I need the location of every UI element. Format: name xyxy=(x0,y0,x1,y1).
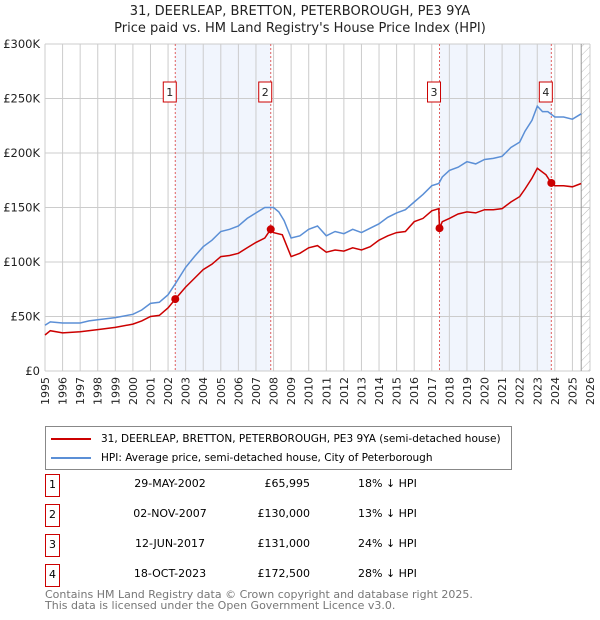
x-tick-label: 2022 xyxy=(514,377,527,405)
x-tick-label: 1995 xyxy=(39,377,52,405)
x-tick-label: 2023 xyxy=(531,377,544,405)
sale-price: £131,000 xyxy=(257,537,311,550)
sale-date: 29-MAY-2002 xyxy=(134,477,206,490)
x-tick-label: 2006 xyxy=(232,377,245,405)
x-tick-label: 2020 xyxy=(479,377,492,405)
sale-hpi-diff: 24% ↓ HPI xyxy=(358,537,417,550)
sale-point xyxy=(171,295,180,304)
x-tick-label: 1997 xyxy=(74,377,87,405)
legend-label: 31, DEERLEAP, BRETTON, PETERBOROUGH, PE3… xyxy=(101,433,501,445)
x-tick-label: 1996 xyxy=(57,377,70,405)
x-tick-label: 2012 xyxy=(338,377,351,405)
y-tick-label: £150K xyxy=(3,201,40,215)
footer-licence: This data is licensed under the Open Gov… xyxy=(45,599,396,612)
sale-marker-box xyxy=(427,81,442,103)
sale-point xyxy=(266,225,275,234)
series-line xyxy=(44,104,582,326)
sale-marker-label: 1 xyxy=(166,86,173,99)
footer: Contains HM Land Registry data © Crown c… xyxy=(45,589,473,611)
x-tick-label: 2011 xyxy=(320,377,333,405)
y-tick-label: £200K xyxy=(3,146,40,160)
x-tick-label: 2010 xyxy=(303,377,316,405)
x-tick-label: 2024 xyxy=(549,377,562,405)
legend-item-hpi: HPI: Average price, semi-detached house,… xyxy=(46,449,433,467)
sale-date: 02-NOV-2007 xyxy=(133,507,207,520)
y-tick-label: £0 xyxy=(25,364,40,378)
sale-price: £65,995 xyxy=(264,477,311,490)
sale-price: £172,500 xyxy=(257,567,311,580)
sale-row: 1 29-MAY-2002 £65,995 18% ↓ HPI xyxy=(45,474,545,498)
y-tick-label: £300K xyxy=(3,37,40,51)
x-tick-label: 2008 xyxy=(268,377,281,405)
x-tick-label: 2014 xyxy=(373,377,386,405)
sale-number: 3 xyxy=(45,534,60,557)
sale-point xyxy=(547,178,556,187)
sale-marker-label: 3 xyxy=(431,86,438,99)
sale-row: 4 18-OCT-2023 £172,500 28% ↓ HPI xyxy=(45,564,545,588)
y-tick-label: £100K xyxy=(3,255,40,269)
legend-swatch-blue xyxy=(51,457,91,459)
sale-date: 18-OCT-2023 xyxy=(133,567,207,580)
x-tick-label: 2000 xyxy=(127,377,140,405)
footer-copyright: Contains HM Land Registry data © Crown c… xyxy=(45,588,473,601)
x-tick-label: 2005 xyxy=(215,377,228,405)
x-tick-label: 2016 xyxy=(408,377,421,405)
x-tick-label: 2001 xyxy=(144,377,157,405)
sale-marker-label: 4 xyxy=(542,86,549,99)
sale-point xyxy=(435,224,444,233)
sale-marker-box xyxy=(162,81,177,103)
sale-marker-box xyxy=(538,81,553,103)
x-tick-label: 1998 xyxy=(92,377,105,405)
sale-hpi-diff: 18% ↓ HPI xyxy=(358,477,417,490)
x-tick-label: 1999 xyxy=(109,377,122,405)
chart-subtitle: Price paid vs. HM Land Registry's House … xyxy=(114,21,486,36)
x-tick-label: 2002 xyxy=(162,377,175,405)
sale-number: 2 xyxy=(45,504,60,527)
sale-date: 12-JUN-2017 xyxy=(134,537,206,550)
legend: 31, DEERLEAP, BRETTON, PETERBOROUGH, PE3… xyxy=(45,426,512,470)
chart-title: 31, DEERLEAP, BRETTON, PETERBOROUGH, PE3… xyxy=(129,4,471,19)
x-tick-label: 2019 xyxy=(461,377,474,405)
series-line xyxy=(44,167,582,336)
legend-label: HPI: Average price, semi-detached house,… xyxy=(101,452,433,464)
x-tick-label: 2013 xyxy=(355,377,368,405)
sale-row: 2 02-NOV-2007 £130,000 13% ↓ HPI xyxy=(45,504,545,528)
price-chart: 1995 1996 1997 1998 1999 2000 2001 2002 2003 2004… xyxy=(3,37,597,405)
x-tick-label: 2026 xyxy=(584,377,597,405)
sale-marker-box xyxy=(258,81,273,103)
x-tick-label: 2015 xyxy=(391,377,404,405)
x-tick-label: 2021 xyxy=(496,377,509,405)
y-tick-label: £50K xyxy=(11,310,41,324)
x-tick-label: 2017 xyxy=(426,377,439,405)
x-tick-label: 2018 xyxy=(443,377,456,405)
x-tick-label: 2004 xyxy=(197,377,210,405)
forecast-hatch xyxy=(581,44,590,371)
legend-swatch-red xyxy=(51,438,91,440)
y-tick-label: £250K xyxy=(3,92,40,106)
sale-marker-label: 2 xyxy=(262,86,269,99)
legend-item-property: 31, DEERLEAP, BRETTON, PETERBOROUGH, PE3… xyxy=(46,430,501,448)
x-tick-label: 2009 xyxy=(285,377,298,405)
x-tick-label: 2007 xyxy=(250,377,263,405)
sale-number: 1 xyxy=(45,474,60,497)
sale-row: 3 12-JUN-2017 £131,000 24% ↓ HPI xyxy=(45,534,545,558)
x-tick-label: 2003 xyxy=(180,377,193,405)
sale-hpi-diff: 13% ↓ HPI xyxy=(358,507,417,520)
sale-price: £130,000 xyxy=(257,507,311,520)
x-tick-label: 2025 xyxy=(566,377,579,405)
sale-number: 4 xyxy=(45,564,60,587)
sale-hpi-diff: 28% ↓ HPI xyxy=(358,567,417,580)
